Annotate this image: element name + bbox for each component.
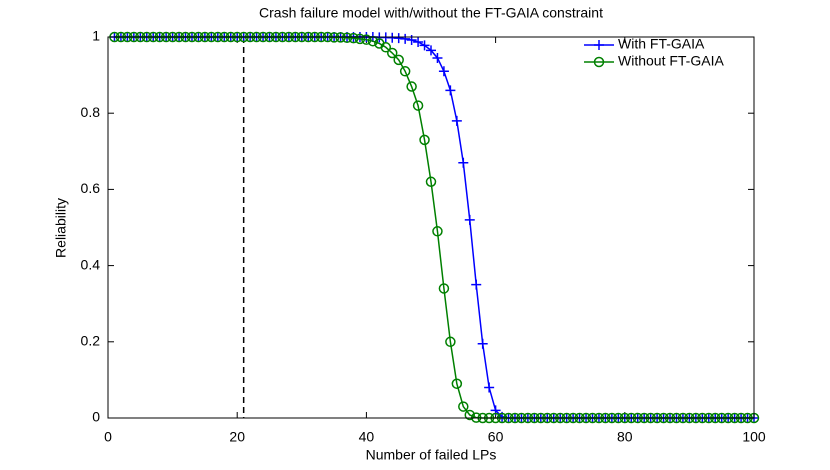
y-tick-label: 0	[92, 409, 100, 425]
y-tick-label: 1	[92, 28, 100, 44]
x-tick-label: 80	[617, 429, 633, 445]
data-point	[399, 66, 411, 77]
data-point	[445, 336, 456, 348]
data-point	[341, 32, 353, 44]
data-point	[361, 34, 372, 45]
data-point	[348, 32, 359, 44]
data-point	[451, 378, 463, 389]
axes-box	[107, 36, 755, 419]
data-point	[477, 338, 488, 349]
y-tick-label: 0.4	[81, 256, 101, 272]
x-tick-label: 0	[104, 429, 112, 445]
data-point	[426, 45, 436, 56]
data-point	[464, 214, 475, 225]
legend-label: With FT-GAIA	[618, 36, 705, 52]
data-point	[464, 409, 476, 421]
data-point	[386, 47, 398, 59]
data-point	[438, 66, 449, 77]
legend-marker	[593, 56, 605, 68]
data-point	[406, 81, 417, 92]
data-point	[445, 85, 456, 96]
data-point	[425, 176, 437, 188]
chart-title: Crash failure model with/without the FT-…	[259, 5, 603, 21]
data-point	[393, 54, 404, 66]
data-point	[432, 52, 443, 63]
y-tick-label: 0.8	[81, 104, 101, 120]
data-point	[413, 36, 424, 47]
y-tick-label: 0.6	[81, 180, 101, 196]
data-point	[451, 115, 462, 126]
data-point	[419, 40, 430, 51]
data-point	[419, 134, 430, 146]
plot-area	[108, 37, 754, 418]
x-tick-label: 100	[742, 429, 766, 445]
data-point	[432, 226, 443, 237]
x-tick-label: 60	[488, 429, 504, 445]
data-point	[393, 33, 404, 44]
data-point	[380, 42, 392, 53]
data-point	[412, 100, 424, 111]
data-point	[458, 401, 469, 412]
data-point	[400, 33, 411, 44]
data-point	[438, 283, 450, 294]
y-axis-label: Reliability	[53, 198, 69, 258]
data-point	[458, 157, 469, 168]
x-axis-label: Number of failed LPs	[366, 447, 497, 463]
y-tick-label: 0.2	[81, 333, 101, 349]
x-tick-label: 40	[359, 429, 375, 445]
legend-marker	[594, 40, 604, 50]
legend-label: Without FT-GAIA	[618, 53, 724, 69]
data-point	[484, 382, 495, 393]
x-tick-label: 20	[229, 429, 245, 445]
data-point	[354, 33, 366, 45]
data-point	[471, 279, 482, 290]
